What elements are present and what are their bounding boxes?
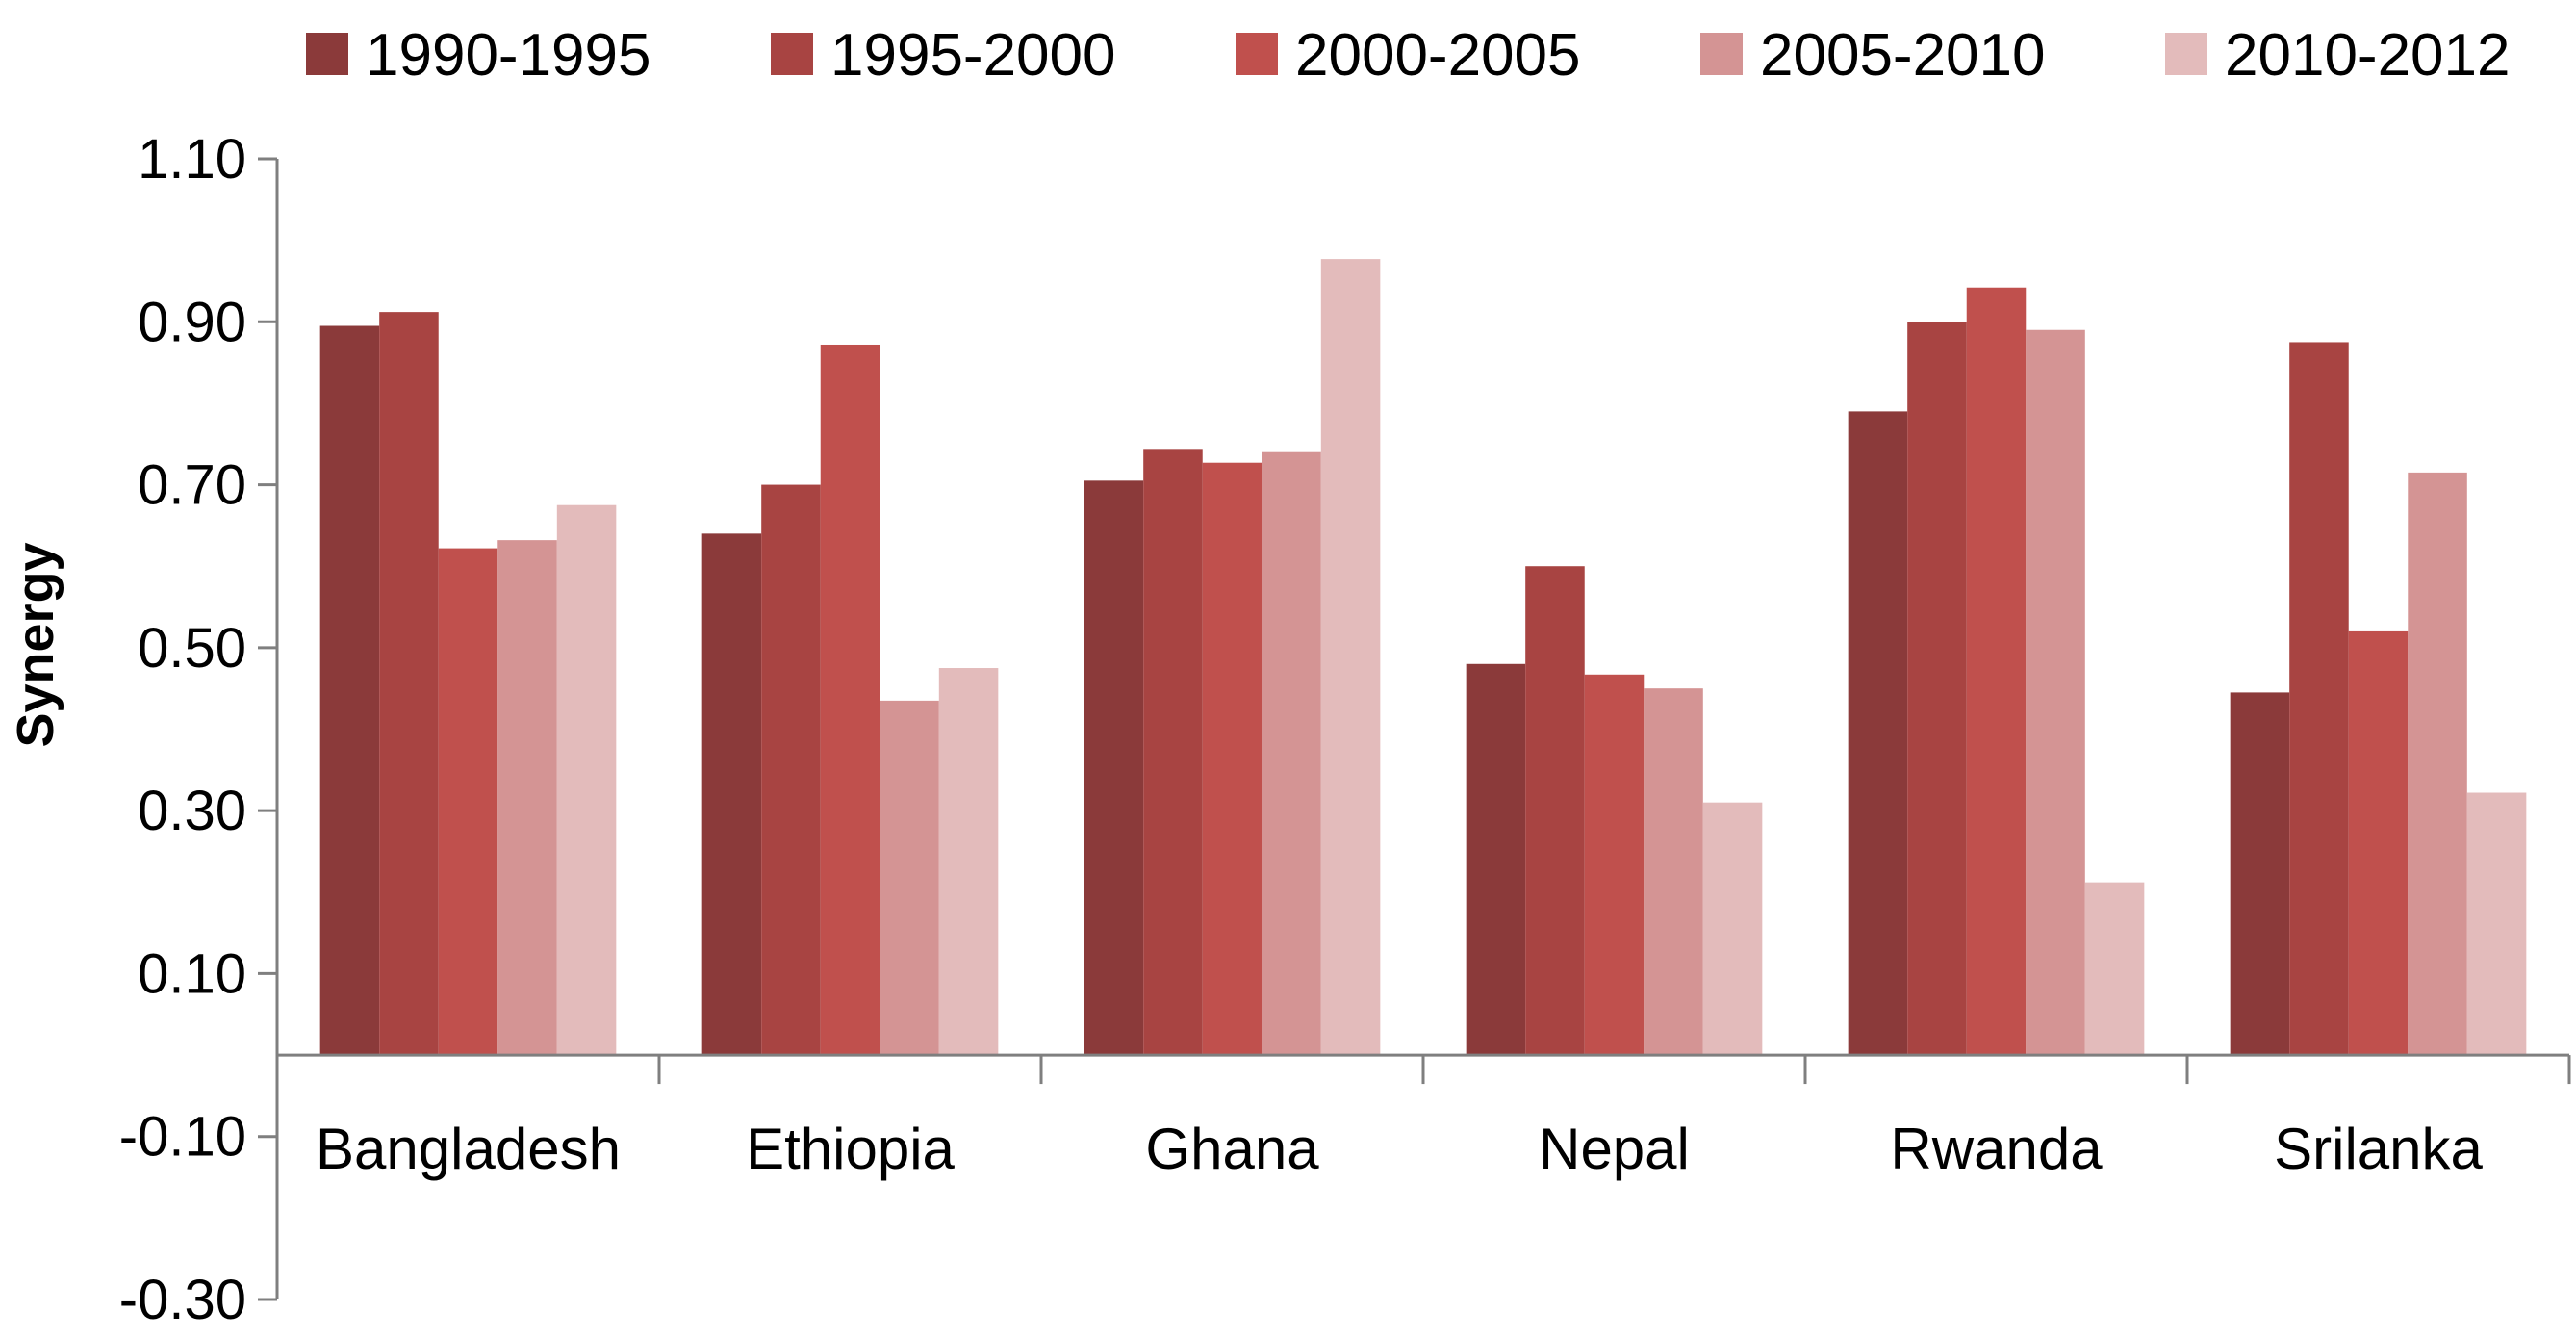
bar-ethiopia-1995-2000 <box>761 484 821 1056</box>
bar-ethiopia-2000-2005 <box>820 344 880 1056</box>
bar-nepal-1995-2000 <box>1525 566 1585 1056</box>
legend-swatch <box>1236 33 1278 75</box>
x-tick-label: Nepal <box>1539 1117 1690 1181</box>
bar-ghana-2010-2012 <box>1320 259 1381 1056</box>
bar-rwanda-2005-2010 <box>2026 329 2085 1056</box>
x-tick-label: Srilanka <box>2274 1117 2483 1181</box>
y-tick-label: 0.30 <box>138 780 246 842</box>
bar-nepal-2010-2012 <box>1702 802 1763 1056</box>
bar-rwanda-2000-2005 <box>1966 287 2027 1056</box>
bar-nepal-2005-2010 <box>1644 688 1703 1056</box>
legend-swatch <box>2165 33 2207 75</box>
bar-srilanka-2010-2012 <box>2466 792 2527 1056</box>
x-tick-label: Rwanda <box>1890 1117 2103 1181</box>
bar-bangladesh-1990-1995 <box>319 325 380 1056</box>
legend-label: 2005-2010 <box>1760 22 2046 89</box>
bar-srilanka-2000-2005 <box>2348 630 2409 1056</box>
bar-bangladesh-2010-2012 <box>556 504 617 1056</box>
bar-srilanka-1990-1995 <box>2230 692 2290 1056</box>
bar-rwanda-2010-2012 <box>2084 882 2145 1056</box>
bar-srilanka-1995-2000 <box>2289 342 2349 1056</box>
bar-rwanda-1995-2000 <box>1907 322 1967 1056</box>
legend-label: 2000-2005 <box>1295 22 1581 89</box>
x-tick-label: Ethiopia <box>746 1117 955 1181</box>
legend-label: 2010-2012 <box>2225 22 2511 89</box>
legend-swatch <box>771 33 813 75</box>
bar-ethiopia-1990-1995 <box>701 533 762 1056</box>
bar-ghana-1995-2000 <box>1143 449 1203 1056</box>
bar-bangladesh-2000-2005 <box>438 548 498 1056</box>
bar-nepal-1990-1995 <box>1466 663 1526 1056</box>
y-tick-label: 0.10 <box>138 942 246 1005</box>
y-axis: 1.10 0.90 0.70 0.50 0.30 0.10 -0.10 -0.30 <box>119 128 279 1331</box>
y-tick-label: 0.70 <box>138 454 246 517</box>
y-tick-label: 1.10 <box>138 128 246 191</box>
bar-ethiopia-2005-2010 <box>880 700 939 1056</box>
bar-srilanka-2005-2010 <box>2408 472 2467 1056</box>
y-tick-label: 0.50 <box>138 617 246 680</box>
y-tick-label: -0.10 <box>119 1106 246 1169</box>
bar-ghana-1990-1995 <box>1084 480 1144 1056</box>
y-tick-label: -0.30 <box>119 1269 246 1331</box>
bar-ghana-2000-2005 <box>1202 462 1262 1056</box>
legend-label: 1990-1995 <box>366 22 651 89</box>
legend-swatch <box>306 33 348 75</box>
bar-rwanda-1990-1995 <box>1848 411 1908 1056</box>
y-tick-label: 0.90 <box>138 291 246 353</box>
bar-ethiopia-2010-2012 <box>938 668 999 1056</box>
x-axis: Bangladesh Ethiopia Ghana Nepal Rwanda Srilan… <box>275 1053 2571 1181</box>
bar-bangladesh-1995-2000 <box>379 312 439 1056</box>
x-tick-label: Ghana <box>1145 1117 1319 1181</box>
x-tick-label: Bangladesh <box>316 1117 621 1181</box>
bars <box>319 259 2527 1056</box>
y-axis-label: Synergy <box>7 542 64 747</box>
bar-nepal-2000-2005 <box>1584 674 1645 1056</box>
bar-bangladesh-2005-2010 <box>497 540 557 1056</box>
legend: 1990-1995 1995-2000 2000-2005 2005-2010 2010… <box>306 22 2511 89</box>
legend-label: 1995-2000 <box>830 22 1116 89</box>
bar-ghana-2005-2010 <box>1262 451 1321 1056</box>
legend-swatch <box>1700 33 1743 75</box>
